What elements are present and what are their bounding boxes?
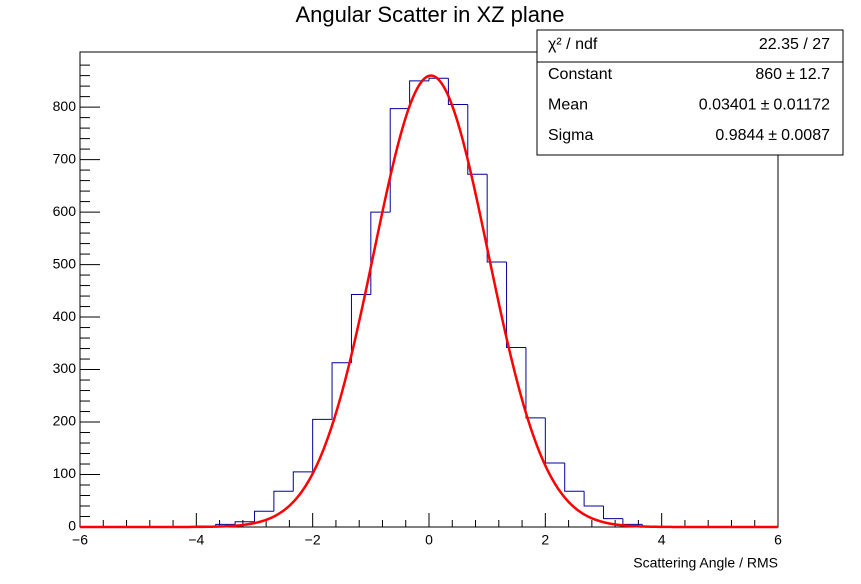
x-axis-label: Scattering Angle / RMS: [633, 555, 778, 571]
x-tick-label: 0: [425, 532, 433, 548]
stats-part: ±: [761, 97, 770, 114]
x-tick-label: −4: [188, 532, 204, 548]
stats-value: 0.03401 ±0.01172: [699, 97, 830, 114]
histogram-bin: [564, 462, 585, 492]
stats-part: ±: [786, 66, 795, 83]
histogram-bin: [331, 362, 352, 420]
stats-part: 860: [755, 66, 782, 83]
stats-label: χ² / ndf: [548, 36, 598, 53]
histogram-bin: [273, 490, 294, 512]
stats-part: 0.01172: [773, 97, 830, 114]
x-tick-label: 4: [658, 532, 666, 548]
x-tick-label: −6: [72, 532, 88, 548]
histogram-bin: [486, 174, 507, 263]
y-tick-label: 800: [53, 98, 77, 114]
y-tick-label: 600: [53, 203, 77, 219]
histogram-bin: [525, 347, 546, 419]
chart-title: Angular Scatter in XZ plane: [295, 2, 564, 27]
stats-value: 0.9844 ±0.0087: [715, 127, 830, 144]
stats-value: 860 ±12.7: [755, 66, 830, 83]
stats-part: 0.0087: [781, 127, 830, 144]
stats-value: 22.35 / 27: [759, 36, 830, 53]
histogram-bin: [603, 506, 623, 520]
histogram-bin: [544, 417, 565, 464]
stats-label: Sigma: [548, 127, 593, 144]
histogram-bin: [622, 518, 643, 525]
histogram-bin: [447, 78, 468, 105]
x-tick-label: 6: [774, 532, 782, 548]
histogram-bin: [292, 471, 313, 492]
histogram-bin: [350, 293, 371, 363]
stats-part: 0.9844: [715, 127, 764, 144]
y-tick-label: 400: [53, 308, 77, 324]
histogram-bin: [312, 418, 333, 472]
histogram-bin: [428, 77, 449, 81]
y-tick-label: 100: [53, 465, 77, 481]
stats-part: ±: [768, 127, 777, 144]
stats-label: Mean: [548, 97, 588, 114]
histogram-bin: [467, 104, 488, 175]
stats-box: χ² / ndf 22.35 / 27 Constant 860 ±12.7Mean…: [536, 29, 844, 156]
x-tick-label: −2: [305, 532, 321, 548]
x-tick-label: 2: [541, 532, 549, 548]
histogram-bin: [234, 521, 255, 525]
histogram-bin: [583, 491, 604, 507]
histogram-bin: [506, 261, 526, 348]
stats-part: 12.7: [799, 66, 830, 83]
stats-part: 0.03401: [699, 97, 757, 114]
stats-frame: [536, 29, 844, 156]
y-tick-label: 500: [53, 255, 77, 271]
stats-label: Constant: [548, 66, 613, 83]
histogram-bin: [254, 510, 274, 522]
y-tick-label: 300: [53, 360, 77, 376]
y-tick-label: 200: [53, 413, 77, 429]
y-tick-label: 700: [53, 150, 77, 166]
y-tick-label: 0: [68, 518, 76, 534]
fit-curve: [80, 74, 778, 529]
